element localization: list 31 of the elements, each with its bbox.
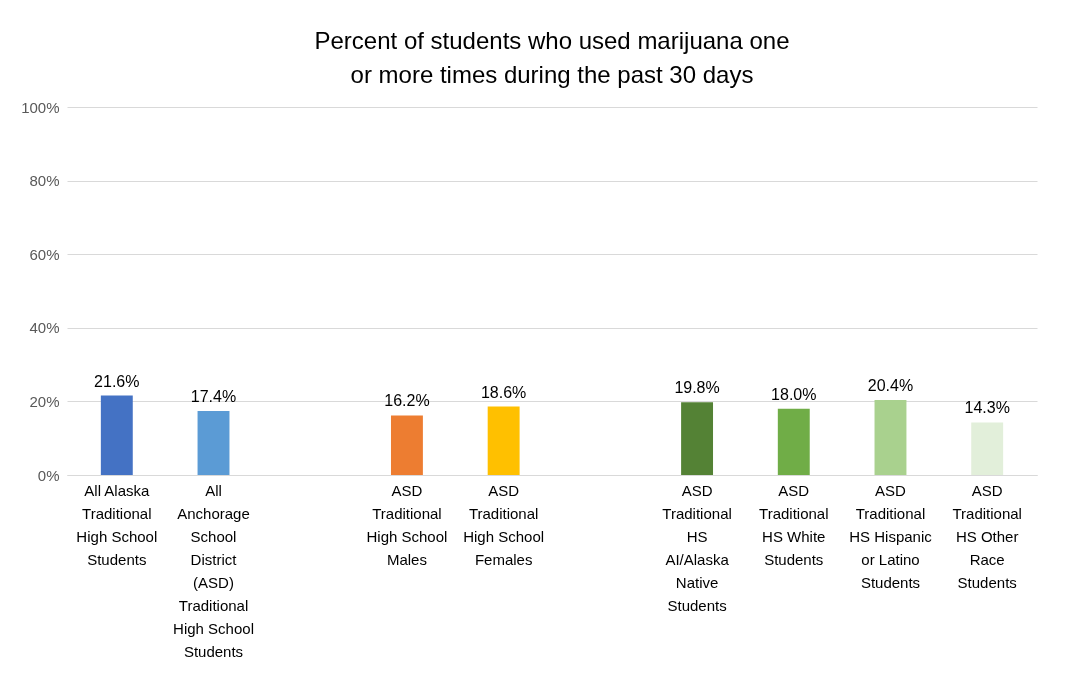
y-tick-label: 20%: [29, 392, 60, 410]
y-tick-label: 40%: [29, 319, 60, 337]
bar: [874, 399, 907, 475]
bar: [390, 415, 423, 475]
data-label: 19.8%: [674, 379, 720, 397]
x-tick-label: All Anchorage School District (ASD) Traditional High School Students: [173, 481, 254, 660]
x-tick-label: All Alaska Traditional High School Students: [76, 481, 158, 568]
y-tick-label: 0%: [37, 466, 60, 484]
x-tick-label: ASD Traditional HS AI/Alaska Native Students: [662, 481, 732, 614]
x-tick-label: ASD Traditional HS Other Race Students: [952, 481, 1022, 591]
x-tick-label: ASD Traditional HS Hispanic or Latino Students: [849, 481, 933, 591]
y-tick-label: 60%: [29, 245, 60, 263]
bar: [777, 408, 810, 475]
y-tick-label: 100%: [21, 98, 60, 116]
data-label: 20.4%: [867, 376, 914, 394]
data-label: 18.6%: [480, 383, 527, 401]
bar: [487, 406, 520, 475]
chart-title: Percent of students who used marijuana one or more times during the past 30 days: [314, 27, 790, 88]
data-label: 14.3%: [964, 399, 1010, 417]
data-label: 17.4%: [190, 387, 237, 405]
x-tick-label: ASD Traditional HS White Students: [759, 481, 829, 568]
data-label: 16.2%: [384, 392, 430, 410]
bar: [197, 410, 230, 475]
bar: [681, 402, 714, 475]
data-label: 18.0%: [771, 385, 817, 403]
x-tick-label: ASD Traditional High School Females: [463, 481, 545, 568]
x-tick-label: ASD Traditional High School Males: [366, 481, 448, 568]
bar: [971, 422, 1004, 475]
bar: [100, 395, 133, 475]
y-tick-label: 80%: [29, 172, 60, 190]
data-label: 21.6%: [94, 372, 140, 390]
